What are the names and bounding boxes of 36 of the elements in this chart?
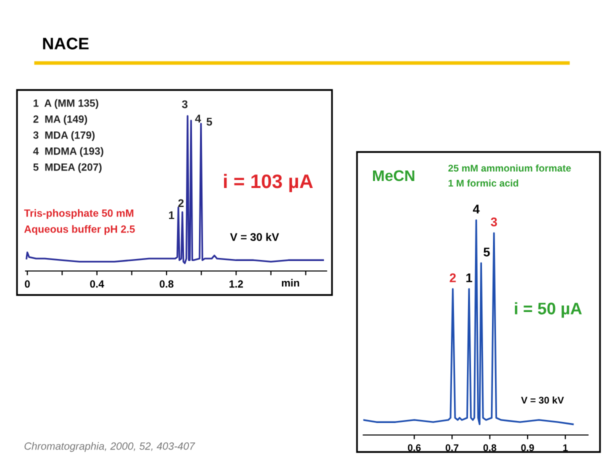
x-tick-label: 1 — [563, 444, 568, 452]
text: Chromatographia, 2000, 52, 403-407 — [24, 442, 196, 452]
annotation: 2 — [178, 199, 184, 207]
annotation: 5 — [484, 248, 490, 256]
annotation: 4 — [472, 204, 480, 214]
annotation: 3 — [182, 100, 188, 108]
annotation: i = 103 µA — [224, 174, 313, 192]
chart-title: NACE — [43, 38, 89, 50]
annotation: 5 — [206, 118, 212, 126]
annotation: V = 30 kV — [521, 396, 564, 404]
x-tick-label: 0.9 — [521, 444, 534, 452]
annotation: Tris-phosphate 50 mM — [24, 209, 134, 219]
annotation: Aqueous buffer pH 2.5 — [24, 225, 135, 235]
x-tick-label: 0.7 — [446, 444, 458, 452]
annotation: 3 MDA (179) — [33, 131, 95, 141]
x-tick-label: 0 — [24, 280, 30, 288]
x-tick-label: 0.6 — [408, 444, 421, 452]
text: 1 A (MM 135) — [34, 99, 98, 109]
annotation: 1 — [466, 274, 472, 282]
annotation: 2 MA (149) — [33, 115, 88, 125]
text: 1 M formic acid — [448, 179, 518, 187]
annotation: V = 30 kV — [230, 232, 280, 241]
x-tick-label: 0.4 — [90, 280, 104, 288]
annotation: i = 50 µA — [514, 302, 582, 318]
x-axis-title: min — [282, 278, 300, 286]
annotation: 1 — [169, 211, 174, 220]
annotation: 4 MDMA (193) — [33, 147, 104, 157]
text: 25 mM ammonium formate — [448, 164, 571, 172]
text: MeCN — [373, 170, 414, 182]
x-tick-label: 1.2 — [230, 280, 243, 288]
annotation: 3 — [490, 218, 497, 226]
annotation: 5 MDEA (207) — [33, 163, 102, 173]
annotation: 4 — [195, 114, 202, 122]
x-tick-label: 0.8 — [160, 280, 174, 288]
annotation: 2 — [450, 273, 456, 282]
x-tick-label: 0.8 — [483, 444, 496, 452]
